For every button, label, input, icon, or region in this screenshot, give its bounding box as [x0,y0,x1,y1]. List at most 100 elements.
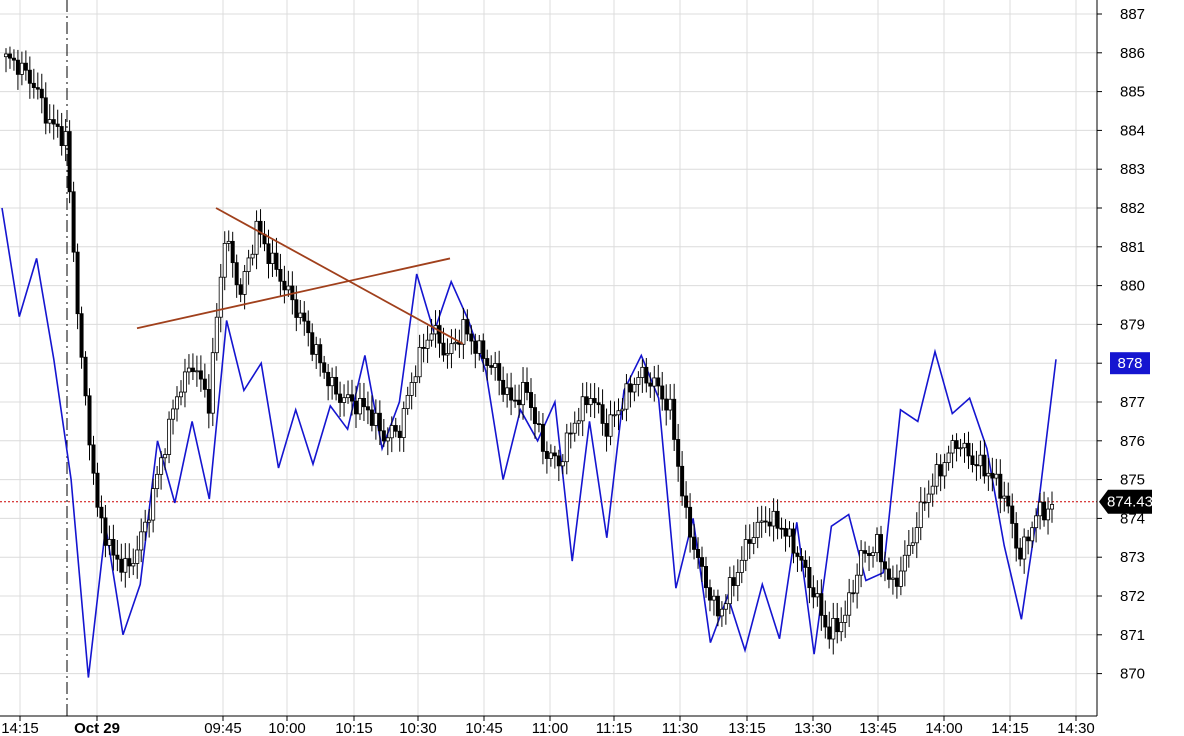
candle-body [966,442,971,457]
candle-body [151,488,156,521]
candle [1034,508,1039,543]
candle-body [871,552,876,556]
candle-body [15,59,20,75]
candle [481,333,486,372]
candle-body [198,370,203,380]
candle-body [823,614,828,628]
candle-body [707,587,712,601]
candle [950,434,955,469]
candle [286,270,291,297]
candle [334,366,339,401]
candle-body [361,398,366,408]
candle [322,355,327,379]
candle-body [994,473,999,479]
candle-body [1046,508,1051,521]
candle-body [513,399,518,402]
candle [819,579,824,631]
candle [644,357,649,393]
candle-body [318,344,323,364]
candle [799,548,804,572]
candle [27,56,32,99]
candle [521,367,526,420]
candle-body [982,454,987,477]
candle [429,318,434,347]
candle-body [922,501,927,504]
candle [182,358,187,408]
candle [342,384,347,417]
candle [397,425,402,452]
candle [962,433,967,463]
candle [703,556,708,598]
y-tick-label: 880 [1120,278,1145,295]
candle [1014,512,1019,562]
candle-body [620,408,625,412]
x-tick-label: 14:15 [1,720,39,736]
candle-body [87,395,92,446]
candle [326,363,331,401]
candle-body [202,378,207,390]
candle-body [326,371,331,387]
candle-body [250,253,255,259]
candle [986,457,991,491]
candle-body [926,493,931,503]
candle-body [71,191,76,253]
candle-body [35,87,40,90]
trendlines[interactable] [136,207,464,345]
x-tick-label: 10:45 [465,720,503,736]
candle [230,231,235,278]
candle [576,407,581,436]
candle-body [186,367,191,373]
candle-body [222,243,227,278]
candle-body [799,556,804,561]
x-tick-label: 13:45 [859,720,897,736]
candle [918,487,923,541]
candle-body [115,554,120,560]
candle-body [59,126,64,146]
candle [604,408,609,452]
candle [3,48,8,73]
candle [83,351,88,406]
candle-body [286,285,291,291]
candle [115,540,120,572]
candle [779,517,784,539]
candle [584,382,589,414]
y-tick-label: 870 [1120,666,1145,683]
candle [103,504,108,558]
candle-body [306,320,311,334]
candle [894,564,899,599]
candle [688,493,693,553]
candle-body [214,316,219,354]
candle-body [111,538,116,556]
candle-body [882,561,887,570]
candle [318,338,323,377]
candle-body [389,425,394,439]
x-tick-label: 11:30 [662,720,698,736]
candle [886,557,891,589]
candle [775,499,780,540]
candle [1018,538,1023,567]
candle [119,543,124,582]
candle-body [338,393,343,403]
candle-body [787,528,792,537]
candle [882,551,887,582]
trendline[interactable] [215,207,464,345]
candle-body [485,358,490,366]
candle [978,440,983,479]
candle [274,237,279,277]
x-tick-label: Oct 29 [74,720,120,736]
trendline[interactable] [136,257,451,330]
candle [1002,481,1007,512]
candle [536,411,541,433]
y-tick-label: 874 [1120,510,1145,527]
candle [202,363,207,398]
candle [588,383,593,418]
candle [946,445,951,471]
candle [867,545,872,571]
candle [676,423,681,482]
candle-body [552,452,557,457]
candle [966,431,971,469]
candle-body [1014,523,1019,549]
candle [890,565,895,595]
candle-body [962,442,967,449]
